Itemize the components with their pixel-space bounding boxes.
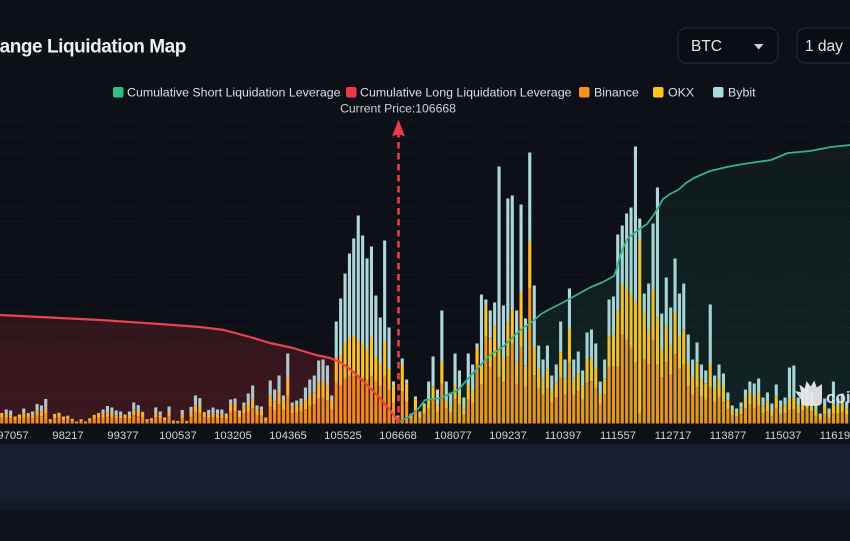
svg-text:113877: 113877 [710, 430, 747, 442]
svg-text:Cumulative Short Liquidation L: Cumulative Short Liquidation Leverage [127, 85, 341, 99]
svg-text:100537: 100537 [159, 430, 197, 442]
svg-text:1 day: 1 day [805, 38, 843, 55]
svg-text:116197: 116197 [820, 430, 850, 442]
svg-text:106668: 106668 [379, 430, 417, 442]
svg-text:Bybit: Bybit [728, 85, 756, 99]
svg-text:Exchange Liquidation Map: Exchange Liquidation Map [0, 37, 186, 58]
svg-text:Cumulative Long Liquidation Le: Cumulative Long Liquidation Leverage [360, 85, 572, 99]
svg-text:coinglass: coinglass [826, 388, 850, 407]
svg-text:115037: 115037 [765, 430, 802, 442]
svg-text:104365: 104365 [269, 430, 307, 442]
svg-text:103205: 103205 [214, 430, 252, 442]
svg-text:105525: 105525 [324, 430, 362, 442]
svg-text:98217: 98217 [52, 430, 83, 442]
svg-text:111557: 111557 [600, 430, 636, 442]
svg-text:97057: 97057 [0, 430, 29, 442]
svg-text:99377: 99377 [107, 430, 138, 442]
svg-text:109237: 109237 [489, 430, 527, 442]
svg-text:Binance: Binance [594, 85, 639, 99]
svg-text:108077: 108077 [434, 430, 472, 442]
svg-text:BTC: BTC [691, 38, 722, 55]
svg-text:OKX: OKX [668, 85, 694, 99]
svg-text:112717: 112717 [655, 430, 692, 442]
svg-text:Current Price:106668: Current Price:106668 [340, 101, 456, 115]
svg-text:110397: 110397 [545, 430, 582, 442]
